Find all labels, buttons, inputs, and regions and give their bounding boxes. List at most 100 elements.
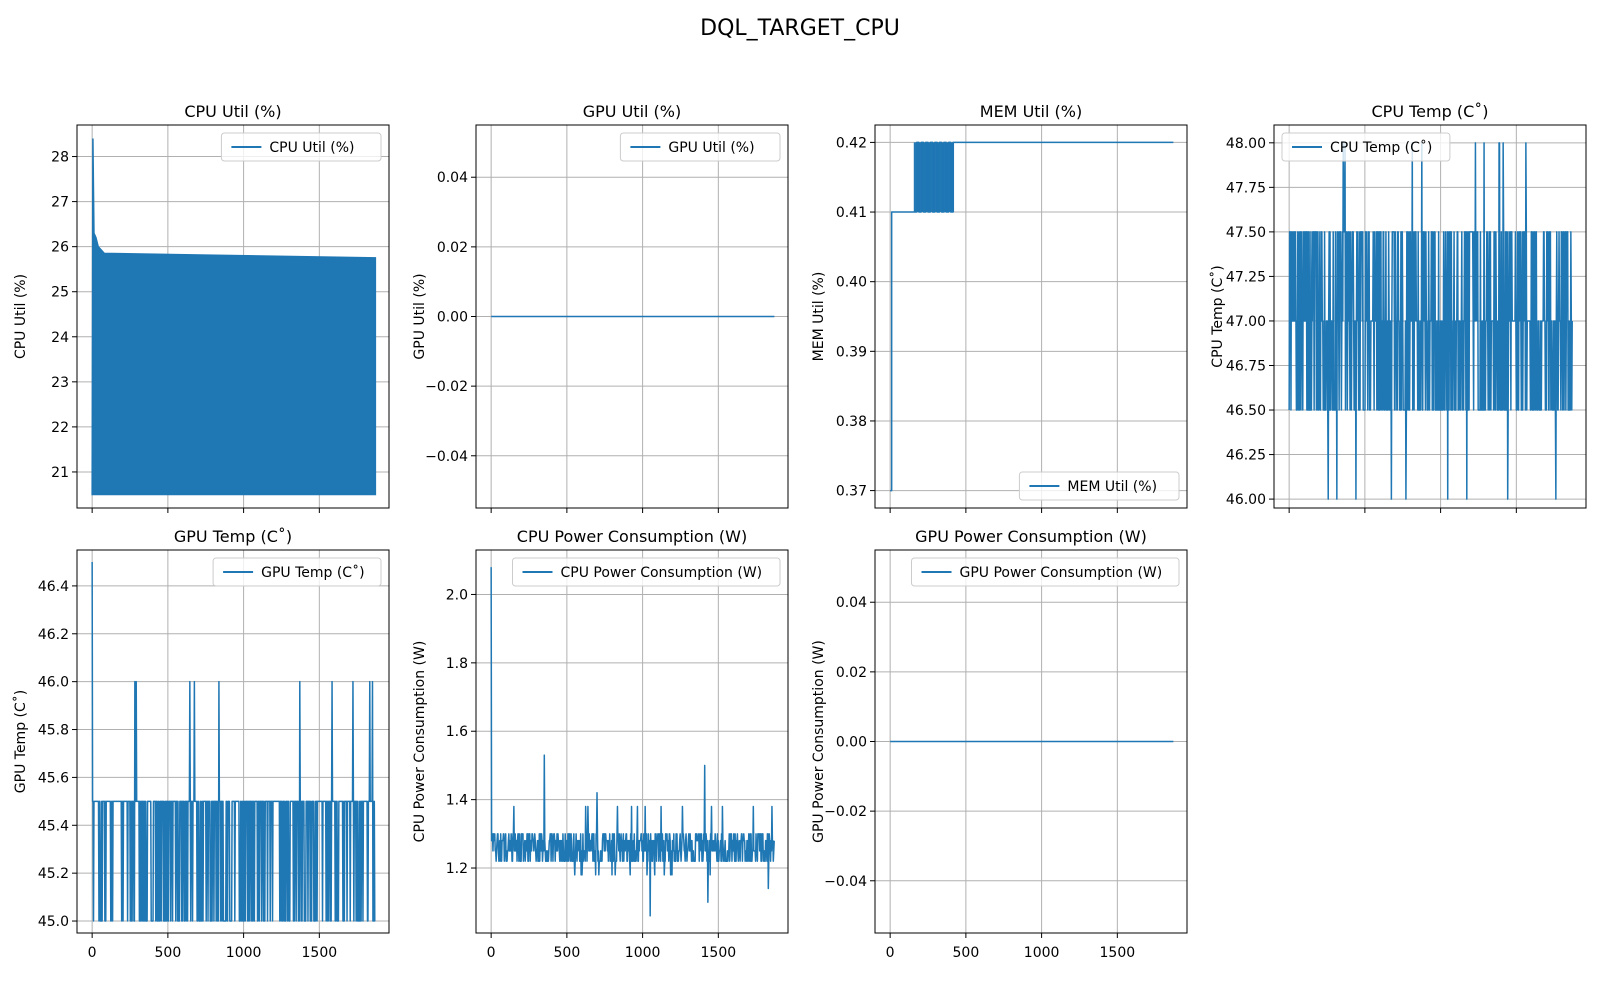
y-tick-label: 46.75: [1226, 358, 1266, 374]
plot-area: [490, 567, 775, 917]
plot-area: [91, 138, 377, 496]
y-tick-label: 46.4: [38, 579, 69, 595]
axes-frame: [874, 124, 1188, 509]
chart-panel-7: 0.04 0.02 0.00 −0.02 −0.04 0 500 1000 1500 GPU Po…: [811, 527, 1188, 961]
y-tick-label: −0.04: [425, 449, 468, 465]
x-tick-label: 1500: [701, 945, 737, 961]
y-axis-label: CPU Temp (C˚): [1209, 265, 1226, 367]
y-tick-label: −0.02: [425, 379, 468, 395]
y-tick-label: 1.4: [446, 793, 468, 809]
y-tick-label: 0.42: [836, 135, 867, 151]
y-tick-label: 45.8: [38, 723, 69, 739]
y-tick-label: 27: [51, 195, 69, 211]
y-tick-label: 23: [51, 375, 69, 391]
x-tick-label: 1000: [1024, 945, 1060, 961]
y-tick-label: 46.50: [1226, 403, 1266, 419]
y-tick-label: 2.0: [446, 587, 468, 603]
series-line: [890, 141, 1174, 492]
legend: GPU Temp (C˚): [212, 557, 382, 587]
x-tick-label: 500: [554, 945, 581, 961]
y-tick-label: 47.25: [1226, 269, 1266, 285]
y-tick-label: 46.00: [1226, 492, 1266, 508]
y-tick-label: 25: [51, 285, 69, 301]
y-tick-label: 45.6: [38, 770, 69, 786]
y-tick-label: −0.04: [824, 874, 867, 890]
x-tick-label: 500: [155, 945, 182, 961]
legend-label: MEM Util (%): [1067, 479, 1157, 495]
y-tick-label: 21: [51, 465, 69, 481]
legend-box: [911, 557, 1180, 587]
y-axis-label: CPU Power Consumption (W): [412, 641, 428, 843]
chart-panel-1: 21 22 23 24 25 26 27 28 CPU Util (%) CPU Util (%)…: [13, 102, 390, 513]
chart-title: GPU Power Consumption (W): [915, 527, 1147, 546]
y-tick-label: 45.4: [38, 818, 69, 834]
y-axis-label: MEM Util (%): [811, 272, 827, 362]
y-tick-label: 0.41: [836, 205, 867, 221]
chart-panel-2: 0.04 0.02 0.00 −0.02 −0.04 GPU Util (%) GPU Ut…: [412, 102, 789, 513]
chart-title: CPU Power Consumption (W): [517, 527, 747, 546]
x-tick-label: 0: [886, 945, 895, 961]
chart-panel-6: 2.0 1.8 1.6 1.4 1.2 0 500 1000 1500 CPU Power Con…: [412, 527, 789, 961]
legend-label: GPU Power Consumption (W): [960, 565, 1163, 581]
legend-box: [1281, 132, 1451, 162]
chart-title: MEM Util (%): [980, 102, 1082, 121]
legend-box: [619, 132, 781, 162]
plot-area: [1288, 142, 1573, 500]
legend-box: [512, 557, 781, 587]
y-tick-label: 0.02: [836, 665, 867, 681]
chart-panel-5: 46.4 46.2 46.0 45.8 45.6 45.4 45.2 45.0 0 500 1000…: [12, 527, 390, 961]
x-tick-label: 0: [487, 945, 496, 961]
legend-label: GPU Util (%): [668, 140, 754, 156]
y-axis-label: GPU Temp (C˚): [12, 690, 29, 793]
y-tick-label: 47.00: [1226, 314, 1266, 330]
y-tick-label: 0.04: [437, 170, 468, 186]
axes-frame: [1273, 124, 1587, 509]
series-line: [1288, 142, 1573, 500]
y-tick-label: 26: [51, 240, 69, 256]
y-tick-label: 46.25: [1226, 448, 1266, 464]
y-tick-label: 0.00: [836, 735, 867, 751]
legend-box: [220, 132, 382, 162]
y-axis-label: CPU Util (%): [13, 274, 29, 359]
chart-title: GPU Temp (C˚): [174, 527, 292, 546]
legend: GPU Power Consumption (W): [911, 557, 1180, 587]
y-tick-label: 24: [51, 330, 69, 346]
legend-label: GPU Temp (C˚): [261, 564, 364, 581]
y-tick-label: 46.2: [38, 627, 69, 643]
plot-area: [91, 561, 376, 922]
axes-frame: [874, 549, 1188, 934]
x-tick-label: 1500: [1100, 945, 1136, 961]
legend-label: CPU Util (%): [269, 140, 354, 156]
y-tick-label: 22: [51, 420, 69, 436]
axes-frame: [76, 124, 390, 509]
legend: MEM Util (%): [1018, 471, 1180, 501]
x-tick-label: 0: [88, 945, 97, 961]
axes-frame: [475, 124, 789, 509]
chart-title: GPU Util (%): [583, 102, 682, 121]
y-tick-label: 0.39: [836, 344, 867, 360]
legend: GPU Util (%): [619, 132, 781, 162]
y-tick-label: 48.00: [1226, 136, 1266, 152]
legend: CPU Power Consumption (W): [512, 557, 781, 587]
x-tick-label: 1000: [625, 945, 661, 961]
axes-frame: [76, 549, 390, 934]
y-axis-label: GPU Power Consumption (W): [811, 640, 827, 843]
y-tick-label: 45.0: [38, 914, 69, 930]
legend-label: CPU Temp (C˚): [1330, 139, 1432, 156]
figure-title: DQL_TARGET_CPU: [700, 16, 900, 41]
y-tick-label: 45.2: [38, 866, 69, 882]
plot-area: [890, 141, 1174, 492]
y-tick-label: −0.02: [824, 804, 867, 820]
y-tick-label: 28: [51, 150, 69, 166]
y-tick-label: 0.40: [836, 275, 867, 291]
chart-panel-3: 0.42 0.41 0.40 0.39 0.38 0.37 MEM Util (%) MEM …: [811, 102, 1188, 513]
y-tick-label: 0.02: [437, 240, 468, 256]
y-tick-label: 0.37: [836, 484, 867, 500]
series-band: [91, 138, 377, 496]
y-tick-label: 1.8: [446, 656, 468, 672]
y-tick-label: 46.0: [38, 675, 69, 691]
series-line: [91, 561, 376, 922]
chart-title: CPU Temp (C˚): [1372, 102, 1489, 121]
axes-frame: [475, 549, 789, 934]
